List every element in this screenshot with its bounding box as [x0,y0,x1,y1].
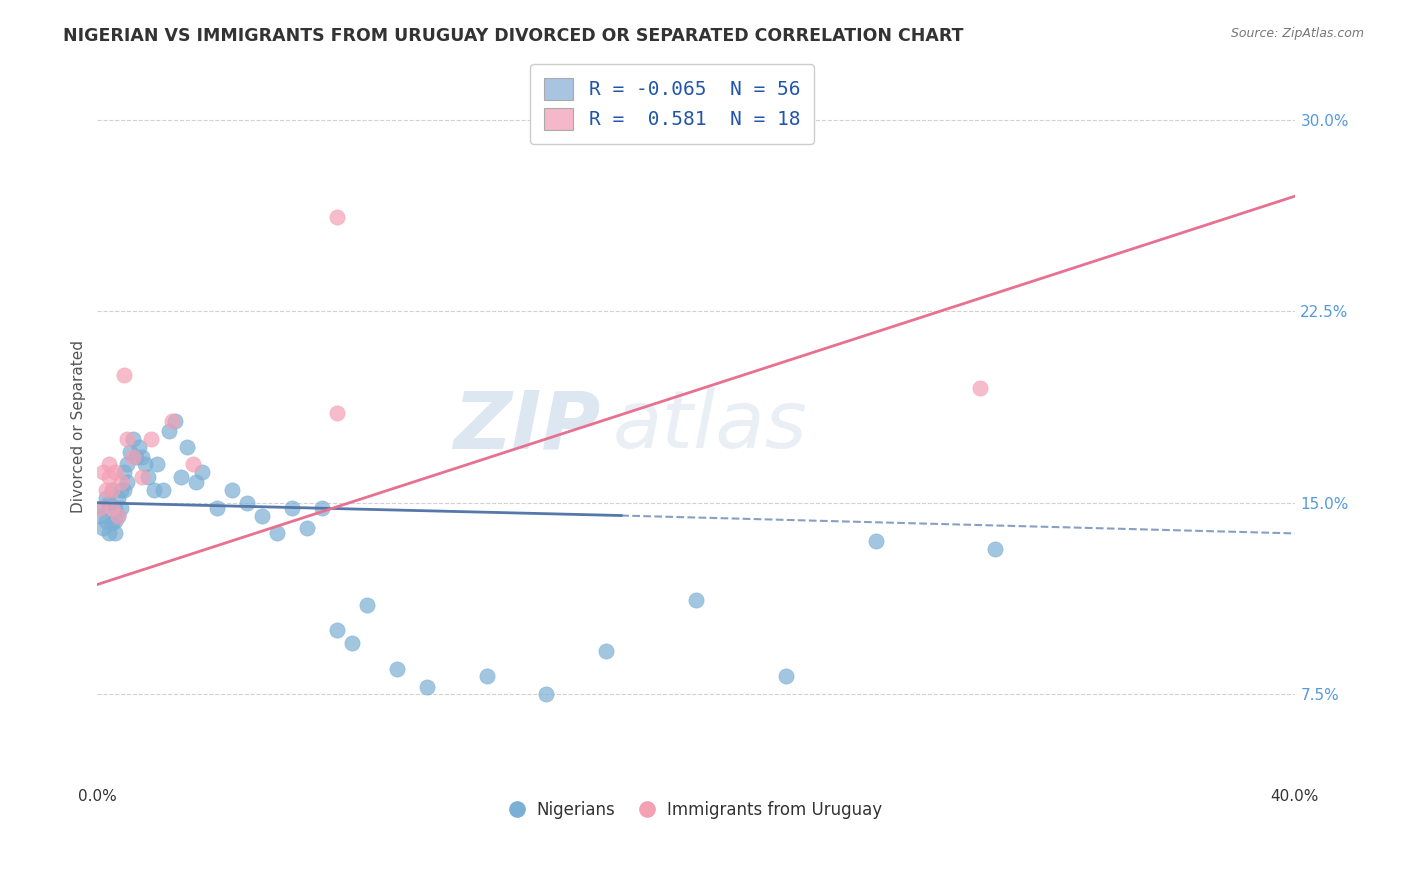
Point [170,470,193,484]
Point [326,624,349,638]
Y-axis label: Divorced or Separated: Divorced or Separated [72,340,86,513]
Point [89,500,111,515]
Point [101,483,124,497]
Point [595,644,617,658]
Point [250,508,273,523]
Point [685,592,707,607]
Point [98,470,121,484]
Point [104,514,127,528]
Point [104,465,127,479]
Point [326,406,349,420]
Point [131,470,153,484]
Point [385,662,408,676]
Point [181,458,204,472]
Point [122,432,145,446]
Point [91,465,114,479]
Point [205,500,228,515]
Point [186,475,208,490]
Point [110,483,132,497]
Point [96,491,118,505]
Point [191,465,214,479]
Point [221,483,243,497]
Point [104,526,127,541]
Point [117,458,139,472]
Point [96,514,118,528]
Point [122,450,145,464]
Point [152,483,174,497]
Point [266,526,288,541]
Point [128,440,150,454]
Point [101,500,124,515]
Point [131,450,153,464]
Point [176,440,198,454]
Point [110,500,132,515]
Point [91,521,114,535]
Point [104,500,127,515]
Text: Source: ZipAtlas.com: Source: ZipAtlas.com [1230,27,1364,40]
Text: NIGERIAN VS IMMIGRANTS FROM URUGUAY DIVORCED OR SEPARATED CORRELATION CHART: NIGERIAN VS IMMIGRANTS FROM URUGUAY DIVO… [63,27,963,45]
Point [984,541,1007,556]
Point [112,465,135,479]
Point [91,500,114,515]
Text: atlas: atlas [612,387,807,465]
Point [340,636,363,650]
Point [475,669,498,683]
Point [141,432,163,446]
Point [326,210,349,224]
Point [146,458,169,472]
Point [160,414,183,428]
Point [281,500,304,515]
Point [107,508,129,523]
Point [134,458,156,472]
Point [98,496,121,510]
Point [157,424,180,438]
Point [775,669,797,683]
Point [107,508,129,523]
Point [110,475,132,490]
Point [125,450,148,464]
Point [96,483,118,497]
Point [536,687,558,701]
Point [98,526,121,541]
Point [236,496,259,510]
Point [136,470,159,484]
Point [865,534,887,549]
Text: ZIP: ZIP [453,387,600,465]
Point [969,381,991,395]
Point [415,680,437,694]
Point [143,483,166,497]
Point [98,458,121,472]
Point [107,491,129,505]
Point [89,508,111,523]
Point [101,483,124,497]
Point [112,483,135,497]
Point [117,475,139,490]
Point [311,500,333,515]
Point [112,368,135,382]
Point [117,432,139,446]
Point [101,516,124,531]
Point [120,444,142,458]
Point [165,414,187,428]
Legend: Nigerians, Immigrants from Uruguay: Nigerians, Immigrants from Uruguay [503,794,889,825]
Point [295,521,318,535]
Point [356,598,378,612]
